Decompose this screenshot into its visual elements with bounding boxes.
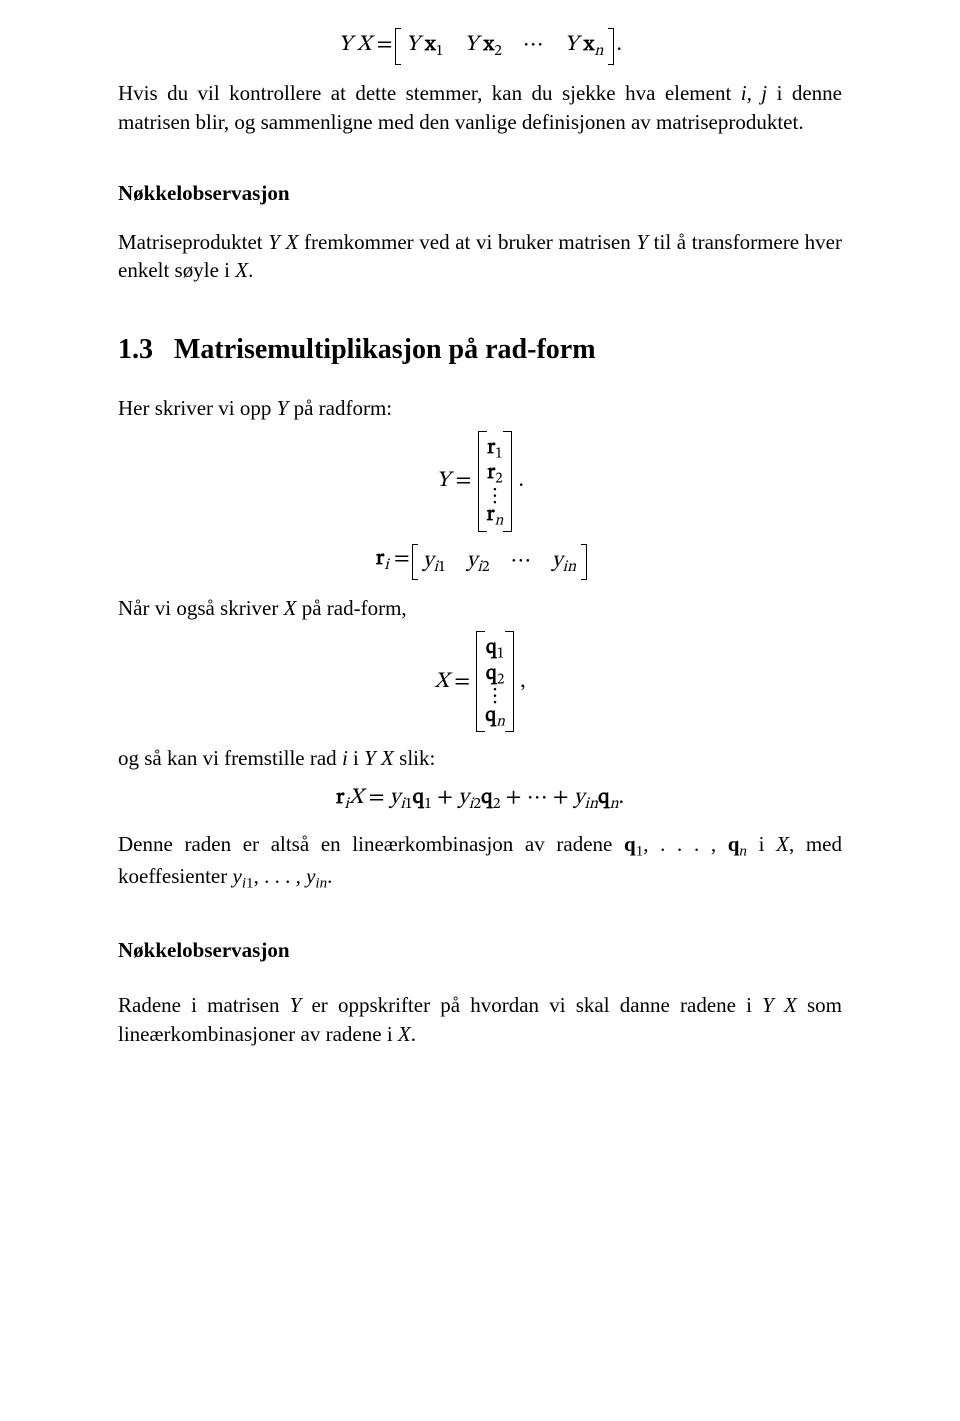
paragraph-og-sa-kan: og så kan vi fremstille rad i i Y X slik… [118, 744, 842, 773]
section-title: Matrisemultiplikasjon på rad-form [174, 334, 596, 365]
paragraph-intro: Hvis du vil kontrollere at dette stemmer… [118, 79, 842, 137]
paragraph-denne-raden: Denne raden er altså en lineærkombinasjo… [118, 830, 842, 895]
heading-nokkelobservasjon-1: Nøkkelobservasjon [118, 179, 842, 208]
equation-X-column: X = q1 q2 ⋮ qn , [118, 633, 842, 730]
equation-ri-row: ri = yi1 yi2 ⋯ yin [118, 544, 842, 581]
heading-nokkelobservasjon-2: Nøkkelobservasjon [118, 936, 842, 965]
paragraph-obs1: Matriseproduktet Y X fremkommer ved at v… [118, 228, 842, 286]
equation-Y-column: Y = r1 r2 ⋮ rn . [118, 433, 842, 530]
paragraph-obs2: Radene i matrisen Y er oppskrifter på hv… [118, 991, 842, 1049]
section-heading-1-3: 1.3 Matrisemultiplikasjon på rad-form [118, 331, 842, 370]
section-number: 1.3 [118, 334, 153, 365]
equation-yx-row: Y X = Y x1 Y x2 ⋯ Y xn . [118, 28, 842, 65]
paragraph-nar-vi-ogsa: Når vi også skriver X på rad-form, [118, 594, 842, 623]
page-container: Y X = Y x1 Y x2 ⋯ Y xn . Hvis du vil kon… [0, 0, 960, 1421]
paragraph-her-skriver: Her skriver vi opp Y på radform: [118, 394, 842, 423]
equation-riX: riX = yi1q1 + yi2q2 + ⋯ + yinqn. [118, 783, 842, 816]
